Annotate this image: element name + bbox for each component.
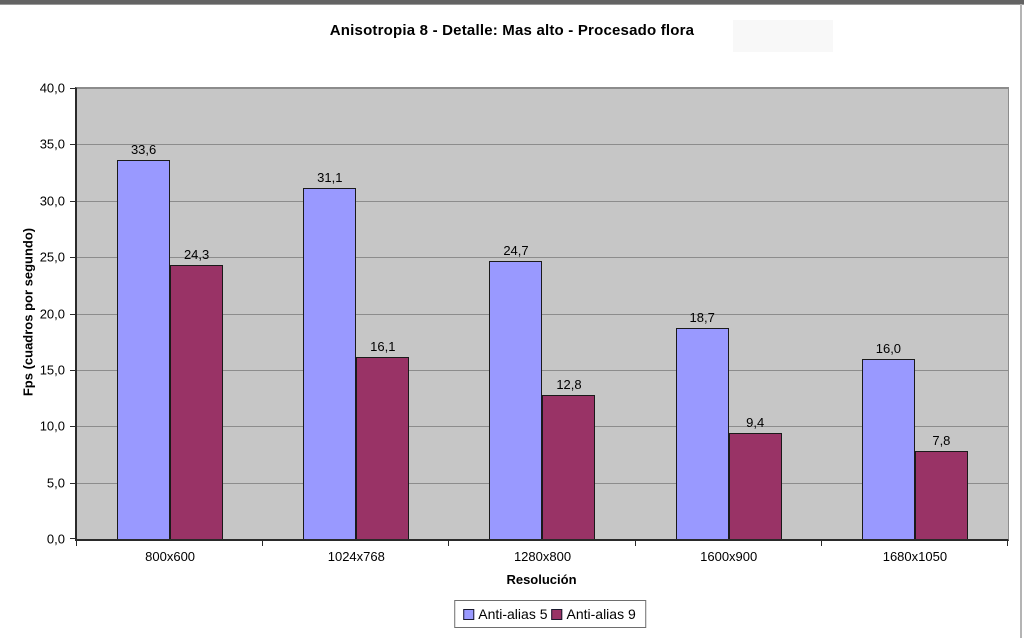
gridline bbox=[77, 257, 1008, 259]
bar-group-1680x1050: 16,0 7,8 bbox=[822, 88, 1008, 539]
bar-anti-alias-9-1680x1050 bbox=[914, 451, 968, 539]
gridline bbox=[77, 200, 1008, 202]
x-axis-tick bbox=[76, 541, 77, 546]
bar-anti-alias-9-1600x900 bbox=[728, 433, 782, 539]
y-axis-tick bbox=[70, 200, 77, 202]
bar-value-label: 24,3 bbox=[183, 247, 210, 262]
bar-anti-alias-9-1024x768 bbox=[356, 357, 410, 539]
bar-group-1024x768: 31,1 16,1 bbox=[263, 88, 449, 539]
gridline bbox=[77, 369, 1008, 371]
chart-title: Anisotropia 8 - Detalle: Mas alto - Proc… bbox=[329, 22, 695, 39]
bar-group-800x600: 33,6 24,3 bbox=[77, 88, 263, 539]
y-axis-tick bbox=[70, 426, 77, 428]
y-axis-tick bbox=[70, 144, 77, 146]
y-tick-label: 0,0 bbox=[46, 531, 65, 547]
y-tick-label: 5,0 bbox=[46, 475, 65, 491]
y-axis-title: Fps (cuadros por segundo) bbox=[20, 227, 36, 397]
window-right-edge-line bbox=[1020, 4, 1022, 638]
bar-anti-alias-5-1280x800 bbox=[489, 261, 543, 539]
y-axis-tick bbox=[70, 257, 77, 259]
gridline bbox=[77, 313, 1008, 315]
x-axis-tick bbox=[1007, 541, 1008, 546]
bar-value-label: 24,7 bbox=[503, 243, 529, 258]
y-axis-tick bbox=[70, 88, 77, 89]
bar-anti-alias-5-1600x900 bbox=[675, 328, 729, 539]
y-tick-label: 30,0 bbox=[39, 193, 65, 209]
gridline bbox=[77, 88, 1008, 89]
plot-area: 0,0 5,0 10,0 15,0 20,0 25,0 30,0 35,0 40,0 33,6 24… bbox=[40, 81, 1009, 564]
bar-value-label: 12,8 bbox=[556, 377, 582, 392]
x-tick-label: 1680x1050 bbox=[882, 549, 948, 564]
bar-value-label: 31,1 bbox=[317, 170, 343, 185]
y-axis-tick bbox=[70, 538, 77, 539]
x-tick-label: 800x600 bbox=[145, 549, 196, 564]
bar-value-label: 16,0 bbox=[875, 341, 902, 356]
bar-anti-alias-5-1680x1050 bbox=[861, 359, 915, 539]
bar-value-label: 16,1 bbox=[370, 339, 396, 354]
legend-label: Anti-alias 9 bbox=[566, 606, 636, 622]
y-tick-label: 15,0 bbox=[39, 362, 65, 378]
bar-anti-alias-9-1280x800 bbox=[542, 395, 596, 539]
bar-value-label: 33,6 bbox=[130, 142, 157, 157]
x-tick-label: 1024x768 bbox=[327, 549, 385, 564]
legend-label: Anti-alias 5 bbox=[478, 606, 548, 622]
x-axis-tick bbox=[820, 541, 822, 546]
y-axis-tick bbox=[70, 369, 77, 371]
bar-value-label: 9,4 bbox=[746, 415, 765, 430]
legend: Anti-alias 5 Anti-alias 9 bbox=[454, 600, 646, 628]
x-tick-label: 1280x800 bbox=[513, 549, 572, 564]
y-tick-label: 40,0 bbox=[39, 80, 65, 96]
window-top-strip bbox=[0, 0, 1024, 5]
legend-item-anti-alias-9: Anti-alias 9 bbox=[551, 606, 636, 622]
y-tick-label: 20,0 bbox=[39, 306, 65, 321]
bar-value-label: 18,7 bbox=[689, 310, 715, 325]
legend-swatch-icon bbox=[551, 608, 563, 620]
x-axis-title: Resolución bbox=[506, 572, 577, 587]
y-axis-tick bbox=[70, 482, 77, 484]
bar-group-1600x900: 18,7 9,4 bbox=[636, 88, 822, 539]
x-axis-tick bbox=[448, 541, 450, 546]
legend-swatch-icon bbox=[463, 608, 475, 620]
y-tick-label: 10,0 bbox=[39, 418, 65, 434]
title-highlight-artifact bbox=[733, 20, 833, 52]
y-tick-label: 35,0 bbox=[39, 136, 65, 152]
bar-anti-alias-9-800x600 bbox=[170, 265, 224, 539]
legend-item-anti-alias-5: Anti-alias 5 bbox=[463, 606, 548, 622]
x-tick-label: 1600x900 bbox=[700, 549, 758, 564]
y-tick-label: 25,0 bbox=[39, 249, 65, 265]
bar-value-label: 7,8 bbox=[932, 433, 951, 448]
bar-anti-alias-5-800x600 bbox=[117, 160, 171, 539]
bar-group-1280x800: 24,7 12,8 bbox=[449, 88, 635, 539]
y-axis-tick bbox=[70, 313, 77, 315]
x-axis-tick bbox=[262, 541, 264, 546]
bar-anti-alias-5-1024x768 bbox=[303, 188, 357, 539]
x-axis-tick bbox=[634, 541, 636, 546]
gridline bbox=[77, 144, 1008, 146]
